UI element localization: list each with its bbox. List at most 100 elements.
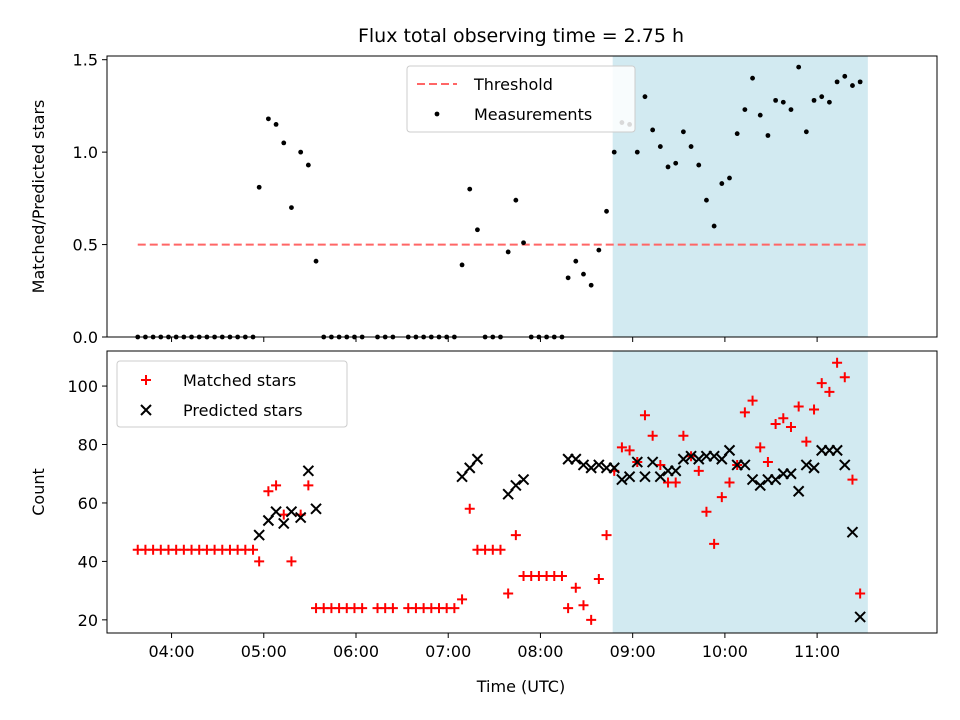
plot-frame — [106, 350, 938, 634]
data-point — [505, 249, 511, 255]
data-point — [792, 485, 805, 497]
data-point — [513, 197, 519, 203]
data-point — [754, 479, 766, 492]
data-point — [565, 275, 571, 281]
data-point — [747, 395, 758, 406]
y-tick-label: 1.0 — [73, 143, 98, 162]
data-point — [842, 73, 848, 79]
data-point — [770, 419, 781, 430]
data-point — [495, 544, 506, 555]
data-point — [850, 83, 855, 88]
data-point — [657, 144, 663, 149]
x-tick-label: 05:00 — [241, 642, 287, 661]
plot-frame — [106, 55, 938, 338]
data-point — [678, 430, 689, 441]
data-point — [281, 140, 287, 146]
data-point — [785, 421, 796, 432]
data-point — [573, 258, 579, 264]
bottom-panel: 20 40 60 80 100 04:00 05:00 06:00 07:00 08:00 09:0… — [29, 350, 938, 661]
data-point — [839, 459, 851, 471]
data-point — [769, 473, 782, 486]
data-point — [357, 603, 368, 614]
legend-label: Measurements — [474, 105, 592, 124]
data-point — [254, 556, 265, 567]
data-point — [803, 129, 809, 135]
data-point — [742, 107, 748, 113]
series-matched-stars — [132, 357, 866, 625]
shaded-span — [612, 56, 868, 337]
data-point — [577, 459, 590, 471]
data-point — [685, 450, 697, 462]
legend-label: Threshold — [473, 75, 553, 94]
data-point — [819, 94, 825, 100]
data-point — [793, 401, 804, 412]
data-point — [616, 473, 628, 486]
legend-box — [116, 360, 348, 428]
data-point — [669, 465, 682, 477]
data-point — [788, 107, 794, 113]
data-point — [271, 480, 282, 491]
data-point — [263, 486, 274, 497]
y-tick-label: 40 — [78, 552, 98, 571]
data-point — [773, 97, 779, 103]
data-point — [639, 410, 650, 421]
x-tick-label: 08:00 — [517, 642, 563, 661]
data-point — [739, 459, 751, 471]
data-point — [510, 530, 521, 541]
data-point — [696, 162, 702, 168]
y-tick-label: 0.5 — [73, 236, 98, 255]
data-point — [270, 506, 282, 518]
data-point — [248, 544, 259, 555]
data-point — [256, 184, 262, 190]
data-point — [755, 442, 766, 453]
legend-measurements-swatch — [434, 111, 440, 117]
data-point — [727, 175, 732, 181]
y-tick-label: 0.0 — [73, 328, 98, 347]
y-axis-label: Matched/Predicted stars — [29, 100, 48, 294]
data-point — [302, 465, 315, 477]
data-point — [670, 477, 681, 488]
data-point — [604, 208, 609, 214]
data-point — [585, 462, 597, 474]
x-axis-label: Time (UTC) — [476, 677, 565, 696]
x-tick-label: 09:00 — [610, 642, 656, 661]
data-point — [570, 582, 581, 593]
data-point — [665, 164, 671, 170]
data-point — [746, 473, 759, 486]
data-point — [834, 79, 840, 85]
data-point — [824, 386, 835, 397]
legend-label: Matched stars — [183, 371, 296, 390]
data-point — [724, 477, 735, 488]
x-tick-label: 10:00 — [702, 642, 748, 661]
data-point — [517, 473, 530, 486]
legend-predicted-swatch — [140, 404, 152, 416]
data-point — [832, 357, 843, 368]
legend-matched-swatch — [141, 375, 151, 385]
data-point — [556, 571, 567, 582]
data-point — [757, 112, 763, 118]
data-point — [449, 603, 460, 614]
figure-title: Flux total observing time = 2.75 h — [358, 25, 684, 47]
data-point — [503, 588, 514, 599]
data-point — [647, 430, 658, 441]
data-point — [639, 470, 651, 483]
data-point — [801, 436, 812, 447]
data-point — [521, 240, 526, 246]
y-tick-label: 60 — [78, 494, 98, 513]
data-point — [811, 97, 817, 103]
x-tick-label: 07:00 — [425, 642, 471, 661]
data-point — [709, 538, 720, 549]
data-point — [387, 603, 398, 614]
series-predicted-stars — [253, 444, 866, 623]
data-point — [673, 160, 679, 166]
data-point — [634, 149, 640, 155]
data-point — [750, 75, 755, 81]
data-point — [608, 462, 620, 474]
data-point — [631, 456, 643, 468]
data-point — [693, 465, 704, 476]
data-point — [855, 588, 866, 599]
data-point — [704, 197, 709, 203]
y-axis-label: Count — [29, 468, 48, 516]
data-point — [286, 556, 297, 567]
